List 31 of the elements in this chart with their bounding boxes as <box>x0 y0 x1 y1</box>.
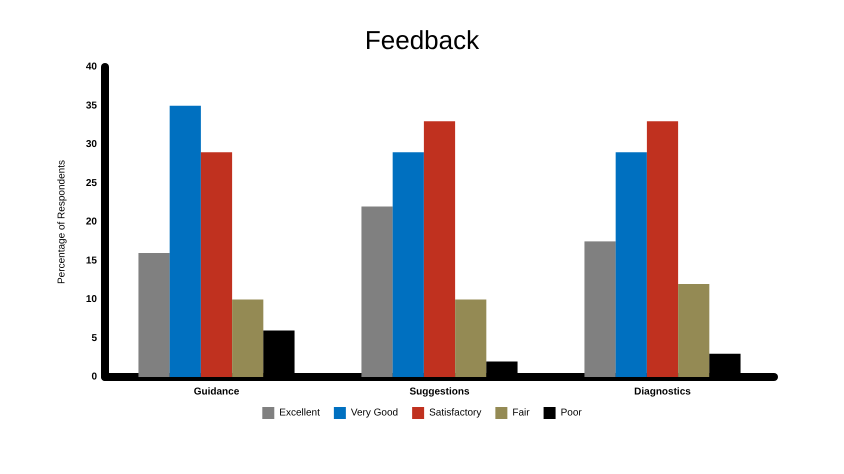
x-tick-label: Suggestions <box>409 386 470 398</box>
bar <box>584 241 616 377</box>
legend-label: Poor <box>560 408 582 418</box>
y-tick-label: 40 <box>86 62 98 72</box>
y-tick-label: 25 <box>86 178 98 189</box>
bar <box>361 206 393 377</box>
bar <box>392 152 424 377</box>
bar <box>455 300 486 377</box>
legend-label: Very Good <box>350 408 398 418</box>
x-tick-label: Guidance <box>194 386 240 398</box>
bar <box>646 121 678 377</box>
y-tick-label: 20 <box>86 216 98 228</box>
chart-title: Feedback <box>364 25 480 55</box>
y-tick-label: 30 <box>86 139 98 150</box>
bar <box>170 106 201 377</box>
legend-label: Fair <box>512 408 530 418</box>
y-tick-label: 15 <box>86 255 98 266</box>
y-tick-label: 35 <box>86 100 98 112</box>
bar <box>678 284 710 377</box>
legend-label: Satisfactory <box>429 408 482 418</box>
x-tick-label: Diagnostics <box>634 386 692 398</box>
bar <box>232 300 264 377</box>
y-tick-label: 10 <box>86 294 98 305</box>
bar <box>200 152 232 377</box>
y-tick-label: 5 <box>91 332 98 344</box>
bar <box>616 152 647 377</box>
y-tick-label: 0 <box>91 372 98 382</box>
bar <box>138 253 170 377</box>
legend-label: Excellent <box>279 408 320 418</box>
y-axis-title: Percentage of Respondents <box>56 160 68 284</box>
bar <box>424 121 456 377</box>
